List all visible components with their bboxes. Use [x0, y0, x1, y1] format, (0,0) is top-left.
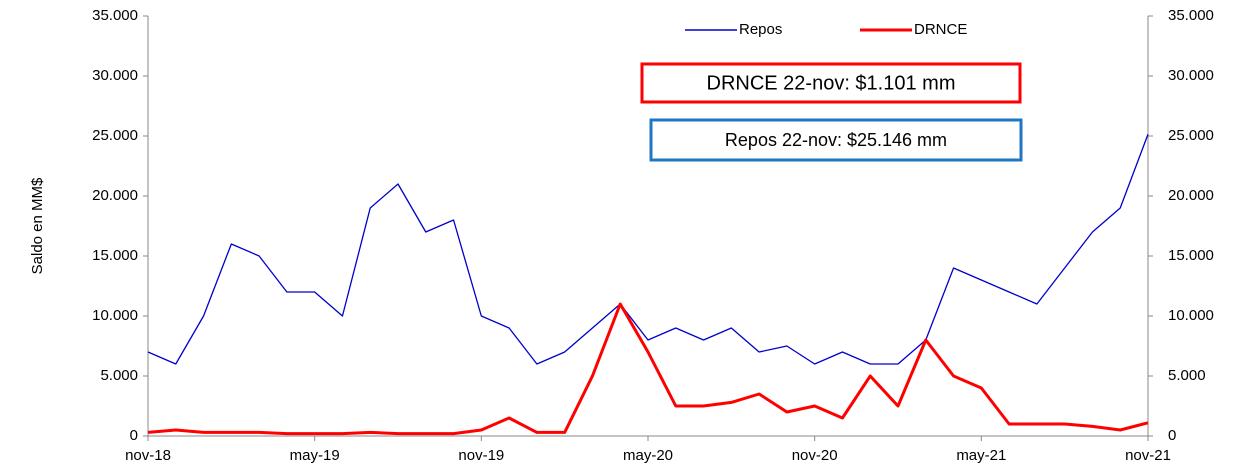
x-tick-label: nov-20	[792, 447, 838, 464]
x-tick-label: nov-19	[458, 447, 504, 464]
y2-tick-label: 0	[1168, 427, 1176, 444]
y-axis-label: Saldo en MM$	[29, 177, 46, 274]
y2-tick-label: 25.000	[1168, 127, 1214, 144]
y-tick-label: 0	[130, 427, 138, 444]
x-tick-label: may-19	[290, 447, 340, 464]
x-tick-label: nov-18	[125, 447, 171, 464]
legend-label: Repos	[739, 21, 782, 38]
y-tick-label: 5.000	[100, 367, 138, 384]
y2-tick-label: 30.000	[1168, 67, 1214, 84]
series-line	[147, 134, 1149, 365]
y-tick-label: 35.000	[92, 7, 138, 24]
legend-label: DRNCE	[914, 21, 967, 38]
annotation-box	[640, 62, 1022, 104]
y-tick-label: 25.000	[92, 127, 138, 144]
series-line	[147, 302, 1149, 436]
y-tick-label: 10.000	[92, 307, 138, 324]
annotation-box	[649, 118, 1023, 162]
y2-tick-label: 35.000	[1168, 7, 1214, 24]
y-tick-label: 20.000	[92, 187, 138, 204]
y-tick-label: 15.000	[92, 247, 138, 264]
x-tick-label: nov-21	[1125, 447, 1171, 464]
y2-tick-label: 10.000	[1168, 307, 1214, 324]
y2-tick-label: 15.000	[1168, 247, 1214, 264]
annotation-text: Repos 22-nov: $25.146 mm	[725, 130, 947, 150]
x-tick-label: may-21	[956, 447, 1006, 464]
y-tick-label: 30.000	[92, 67, 138, 84]
x-tick-label: may-20	[623, 447, 673, 464]
y2-tick-label: 5.000	[1168, 367, 1206, 384]
annotation-text: DRNCE 22-nov: $1.101 mm	[707, 72, 956, 94]
y2-tick-label: 20.000	[1168, 187, 1214, 204]
